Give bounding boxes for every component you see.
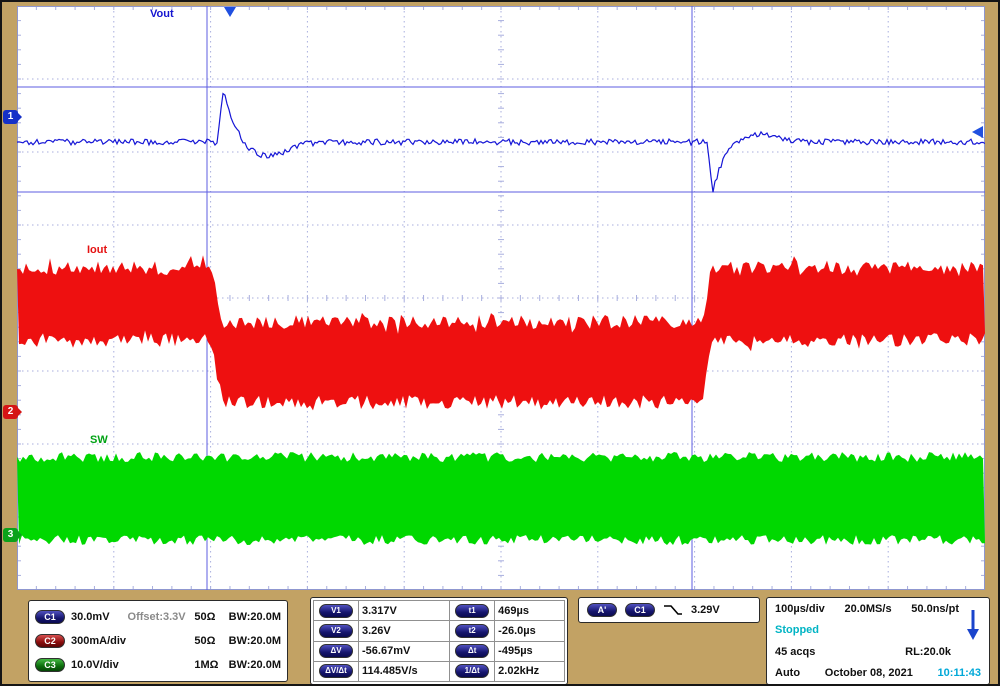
c3-scale: 10.0V/div (71, 659, 119, 671)
iout-trace-label: Iout (87, 244, 108, 256)
c2-scale: 300mA/div (71, 635, 127, 647)
timebase-box[interactable]: 100µs/div 20.0MS/s 50.0ns/pt Stopped 45 … (766, 597, 990, 684)
channel-row-c1[interactable]: C1 30.0mV Offset:3.3V 50Ω BW:20.0M (35, 610, 281, 624)
graticule-frame (17, 6, 985, 590)
c3-bandwidth: BW:20.0M (228, 659, 281, 671)
waveform-display: Vout Iout SW (17, 6, 985, 590)
acquisition-count: 45 acqs (775, 645, 816, 658)
c2-bandwidth: BW:20.0M (228, 635, 281, 647)
c1-termination: 50Ω (194, 611, 216, 623)
trigger-a-badge[interactable]: A' (587, 603, 617, 617)
t2-value: -26.0µs (494, 620, 565, 642)
resolution: 50.0ns/pt (911, 603, 959, 615)
channel-badge-c1[interactable]: C1 (35, 610, 65, 624)
channel-row-c3[interactable]: C3 10.0V/div 1MΩ BW:20.0M (35, 658, 281, 672)
iout-waveform (17, 255, 985, 411)
channel-3-marker[interactable]: 3 (3, 528, 22, 542)
v1-badge[interactable]: V1 (319, 603, 353, 618)
c1-offset: Offset:3.3V (127, 611, 186, 623)
v2-value: 3.26V (357, 620, 451, 642)
v2-badge[interactable]: V2 (319, 623, 353, 638)
record-length: RL:20.0k (905, 645, 951, 658)
date-display: October 08, 2021 (824, 666, 913, 679)
trigger-readout-box[interactable]: A' C1 3.29V (578, 597, 760, 623)
sw-trace-label: SW (90, 434, 108, 446)
t1-badge[interactable]: t1 (455, 603, 490, 618)
sw-waveform (17, 452, 985, 545)
delta-v-badge[interactable]: ΔV (319, 644, 353, 659)
c1-scale: 30.0mV (71, 611, 110, 623)
time-per-div: 100µs/div (775, 603, 825, 615)
vout-trace-label: Vout (150, 8, 174, 20)
dv-dt-value: 114.485V/s (357, 660, 451, 683)
c3-termination: 1MΩ (194, 659, 219, 671)
sample-rate: 20.0MS/s (844, 603, 892, 615)
time-display: 10:11:43 (937, 666, 981, 679)
down-arrow-icon (967, 610, 979, 640)
cursor-readout-box: V1 3.317V t1 469µs V2 3.26V t2 -26.0µs Δ… (310, 597, 568, 684)
acquisition-status: Stopped (775, 624, 819, 637)
cursor-readout-table: V1 3.317V t1 469µs V2 3.26V t2 -26.0µs Δ… (313, 599, 565, 683)
t1-value: 469µs (494, 599, 565, 622)
channel-row-c2[interactable]: C2 300mA/div 50Ω BW:20.0M (35, 634, 281, 648)
v1-value: 3.317V (357, 599, 451, 622)
channel-badge-c3[interactable]: C3 (35, 658, 65, 672)
channel-2-marker[interactable]: 2 (3, 405, 22, 419)
dv-dt-badge[interactable]: ΔV/Δt (319, 664, 353, 679)
trigger-mode: Auto (775, 666, 801, 679)
c1-bandwidth: BW:20.0M (228, 611, 281, 623)
vout-waveform (17, 92, 985, 193)
delta-v-value: -56.67mV (357, 640, 451, 662)
channel-settings-box: C1 30.0mV Offset:3.3V 50Ω BW:20.0M C2 30… (28, 600, 288, 682)
trigger-level-marker[interactable] (972, 126, 983, 138)
c2-termination: 50Ω (194, 635, 216, 647)
trigger-level-value: 3.29V (691, 604, 720, 616)
delta-t-value: -495µs (494, 640, 565, 662)
channel-1-marker[interactable]: 1 (3, 110, 22, 124)
graticule (17, 6, 985, 590)
inv-dt-value: 2.02kHz (494, 660, 565, 683)
channel-badge-c2[interactable]: C2 (35, 634, 65, 648)
inv-dt-badge[interactable]: 1/Δt (455, 664, 490, 679)
falling-edge-icon (664, 605, 682, 615)
trigger-position-marker[interactable] (224, 7, 236, 17)
t2-badge[interactable]: t2 (455, 623, 490, 638)
trigger-source-badge[interactable]: C1 (625, 603, 655, 617)
delta-t-badge[interactable]: Δt (455, 644, 490, 659)
